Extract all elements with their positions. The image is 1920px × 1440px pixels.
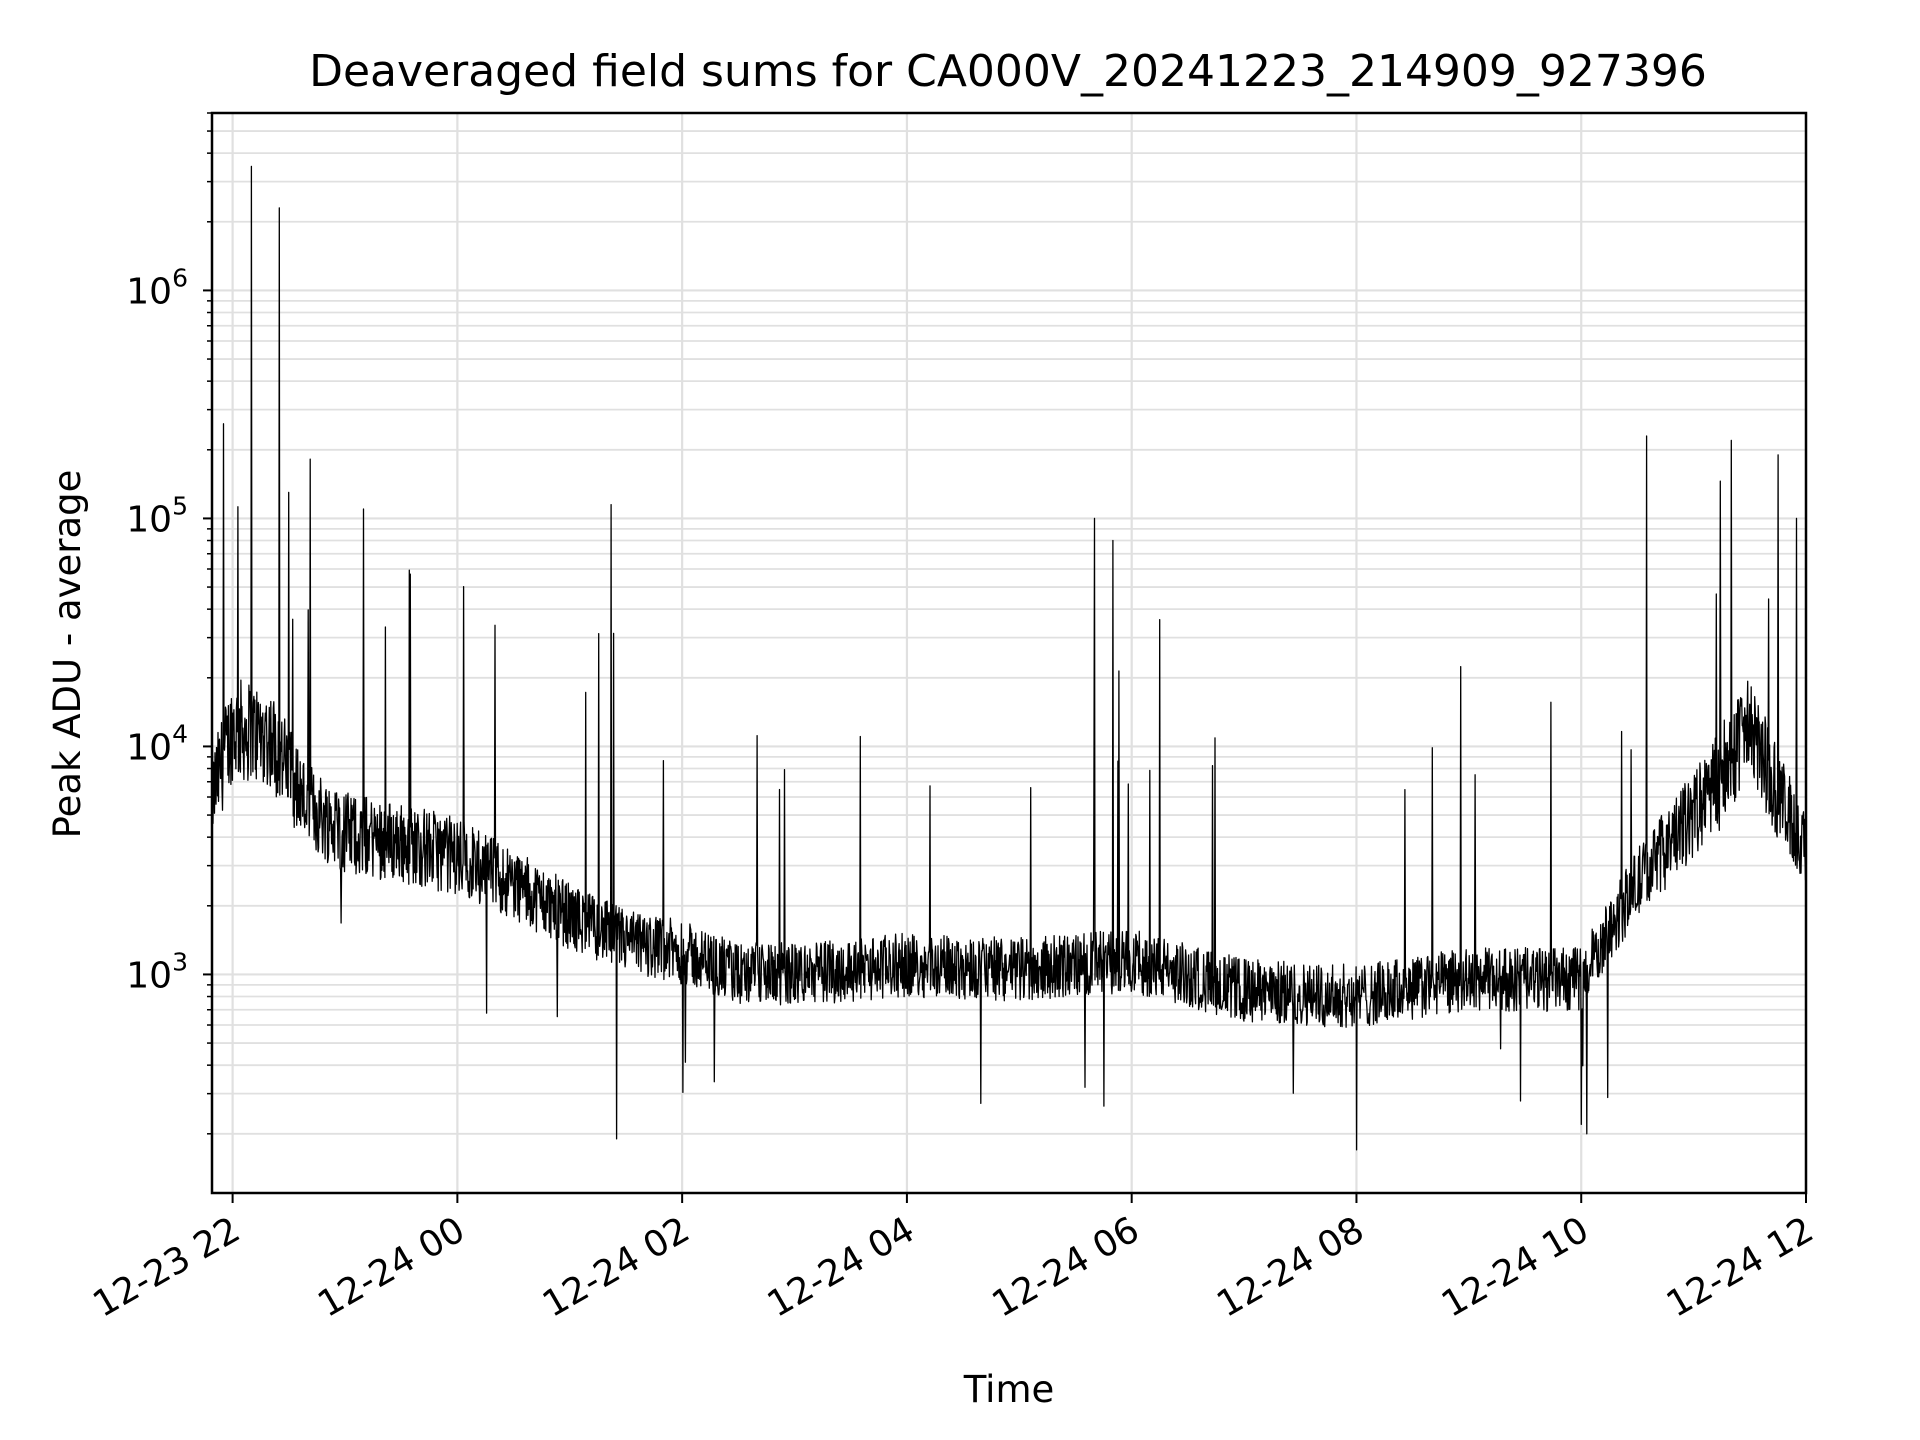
- series-group: [211, 165, 1807, 1151]
- x-axis-label: Time: [963, 1368, 1055, 1411]
- x-tick-label: 12-24 02: [536, 1209, 697, 1325]
- x-tick-label: 12-24 00: [311, 1209, 472, 1325]
- x-tick-label: 12-24 04: [761, 1209, 922, 1325]
- x-tick-label: 12-24 12: [1660, 1209, 1821, 1325]
- x-tick-label: 12-24 06: [986, 1209, 1147, 1325]
- y-tick-label: 105: [126, 491, 188, 540]
- y-axis: 103 104 105 106: [126, 112, 212, 1135]
- x-tick-label: 12-23 22: [86, 1209, 247, 1325]
- x-tick-label: 12-24 10: [1435, 1209, 1596, 1325]
- x-axis: 12-23 22 12-24 00 12-24 02 12-24 04 12-24 06…: [86, 1193, 1821, 1326]
- grid: [212, 112, 1808, 1193]
- y-tick-label: 104: [126, 719, 188, 768]
- plot-frame: [210, 111, 1808, 1195]
- y-tick-label: 106: [126, 263, 188, 312]
- x-tick-label: 12-24 08: [1210, 1209, 1371, 1325]
- series-line: [211, 165, 1807, 1151]
- y-tick-label: 103: [126, 947, 188, 996]
- y-axis-label: Peak ADU - average: [46, 470, 89, 839]
- chart-title: Deaveraged field sums for CA000V_2024122…: [309, 46, 1707, 97]
